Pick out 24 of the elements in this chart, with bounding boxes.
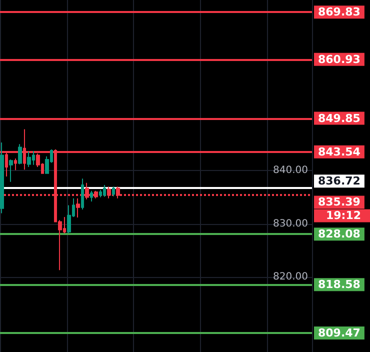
ref-line-label: 835.39 [318,196,360,209]
candlestick [90,190,93,202]
ref-line-label: 809.47 [318,326,360,340]
y-tick-label: 830.00 [273,218,308,230]
ref-line-label: 818.58 [318,278,360,292]
candlestick [76,198,80,218]
candlestick [14,158,17,171]
candlestick [0,142,4,214]
candlestick [81,178,84,210]
candlestick [112,186,115,197]
ref-line-label: 869.83 [318,6,360,19]
ref-line-label: 860.93 [318,52,360,66]
ref-line-label: 836.72 [318,174,360,188]
y-tick-label: 840.00 [273,165,308,176]
candlestick [9,159,13,182]
candlestick [99,189,102,198]
y-tick-label: 820.00 [273,272,308,283]
text: 19:12 [326,209,362,222]
candlestick [103,184,106,198]
candlestick [27,151,31,168]
ref-line-label: 849.85 [318,112,360,125]
candlestick [18,144,22,165]
ref-line-label: 828.08 [318,228,360,241]
ref-line-label: 843.54 [318,145,361,158]
